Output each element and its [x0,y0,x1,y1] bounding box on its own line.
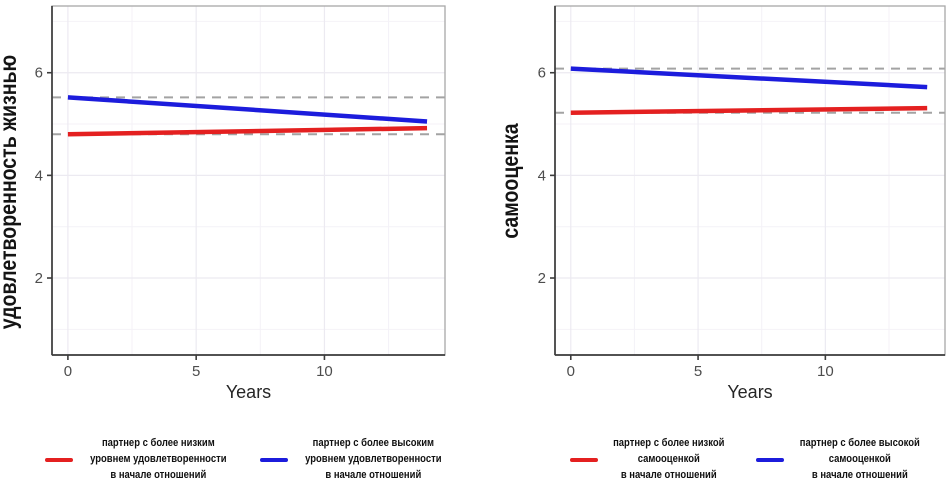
y-tick-label: 6 [35,65,43,82]
legend-label: партнер с более низкой самооценкой в начал… [613,437,725,481]
legend-line-swatch [570,457,599,462]
y-axis-title: удовлетворенность жизнью [0,55,21,329]
x-tick-label: 0 [567,363,575,380]
x-tick-label: 5 [694,363,702,380]
y-axis-title: самооценка [498,123,524,238]
legend-entry: партнер с более низкой самооценкой в начал… [570,436,734,484]
legend-entry: партнер с более высоким уровнем удовлетво… [259,436,453,484]
panel-border [51,5,446,356]
legend-label: партнер с более низким уровнем удовлетвор… [89,437,227,481]
legend-entry: партнер с более низким уровнем удовлетвор… [44,436,238,484]
y-tick-label: 4 [538,167,546,184]
y-tick-label: 4 [35,167,43,184]
life-satisfaction-legend: партнер с более низким уровнем удовлетвор… [44,436,445,484]
y-tick-label: 6 [538,65,546,82]
x-axis-title: Years [226,382,271,402]
legend-label: партнер с более высокой самооценкой в нача… [799,437,920,481]
y-tick-label: 2 [538,270,546,287]
chart-self-esteem: 0 5 10 2 4 6 Years самооценка партнер с более н… [476,0,952,504]
panel-border [554,5,946,356]
series-line [67,95,428,124]
life-satisfaction-plot: 0 5 10 2 4 6 Years удовлетворенность жизнью [0,5,446,402]
legend-label: партнер с более высоким уровнем удовлетво… [304,437,442,481]
x-tick-label: 5 [192,363,200,380]
x-tick-label: 0 [64,363,72,380]
x-tick-label: 10 [316,363,333,380]
x-axis-title: Years [727,382,772,402]
series-line [570,105,928,116]
series-line [67,125,428,137]
self-esteem-legend: партнер с более низкой самооценкой в начал… [555,436,945,484]
self-esteem-plot: 0 5 10 2 4 6 Years самооценка [498,5,946,402]
legend-entry: партнер с более высокой самооценкой в нача… [755,436,930,484]
y-tick-label: 2 [35,270,43,287]
series-line [570,66,928,90]
legend-line-swatch [755,457,784,462]
x-tick-label: 10 [817,363,834,380]
chart-life-satisfaction: 0 5 10 2 4 6 Years удовлетворенность жизнью пар… [0,5,446,484]
legend-line-swatch [259,457,288,462]
legend-line-swatch [44,457,73,462]
